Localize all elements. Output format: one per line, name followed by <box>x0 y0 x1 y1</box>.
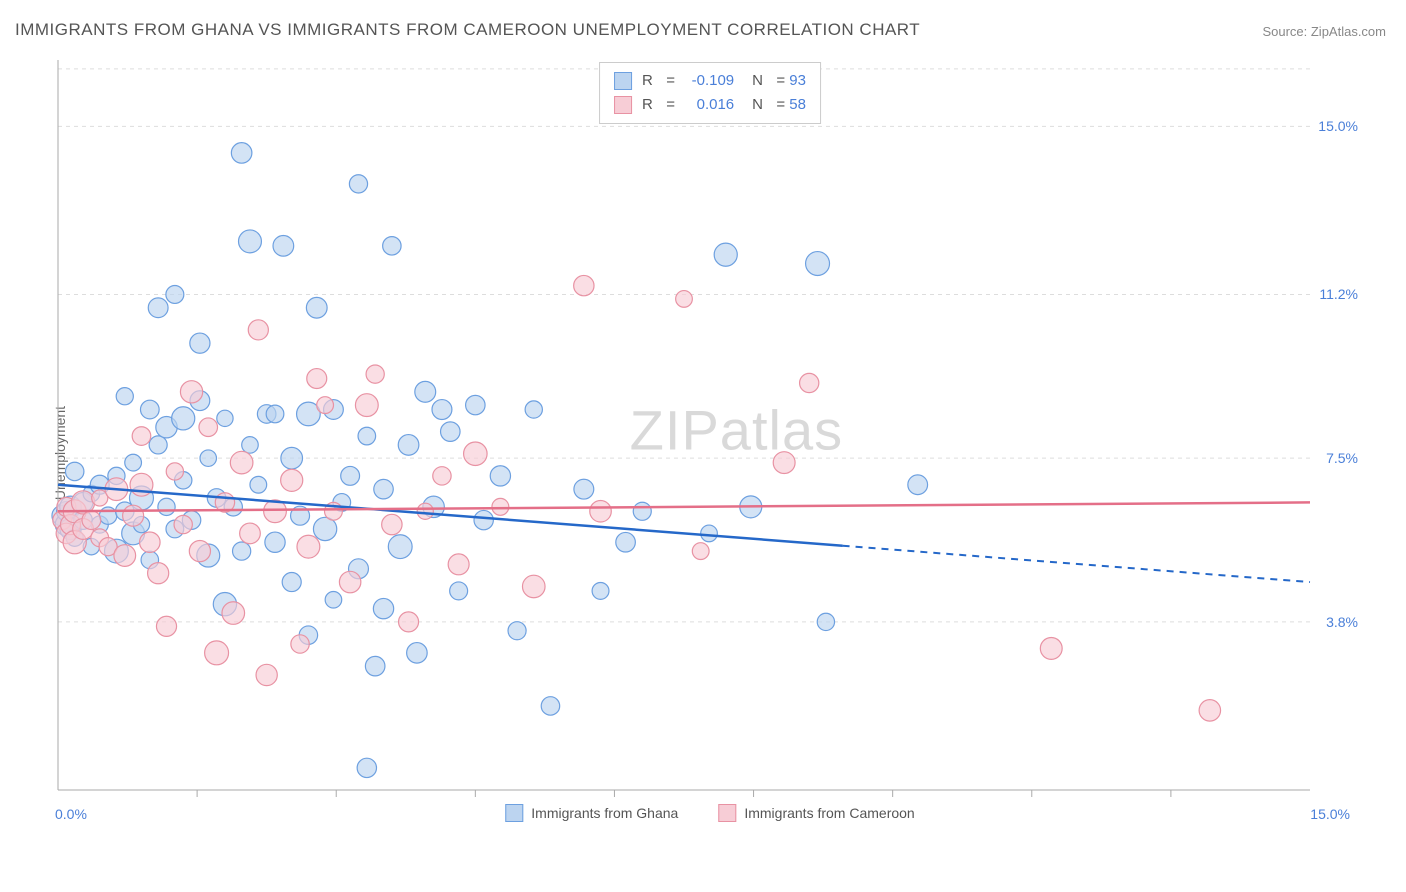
r-value-cameroon: 0.016 <box>679 93 734 117</box>
source-link[interactable]: ZipAtlas.com <box>1311 24 1386 39</box>
plot-area: Unemployment ZIPatlas R = -0.109N = 93 R… <box>50 60 1370 830</box>
scatter-chart <box>50 60 1370 830</box>
r-value-ghana: -0.109 <box>679 69 734 93</box>
swatch-cameroon-icon <box>718 804 736 822</box>
swatch-cameroon <box>614 96 632 114</box>
series-legend: Immigrants from Ghana Immigrants from Ca… <box>505 804 914 822</box>
legend-label-cameroon: Immigrants from Cameroon <box>744 805 914 821</box>
chart-title: IMMIGRANTS FROM GHANA VS IMMIGRANTS FROM… <box>15 20 920 40</box>
y-tick-label: 15.0% <box>1318 118 1358 134</box>
legend-item-ghana: Immigrants from Ghana <box>505 804 678 822</box>
source-label: Source: <box>1262 24 1310 39</box>
y-tick-label: 11.2% <box>1319 286 1358 302</box>
swatch-ghana <box>614 72 632 90</box>
correlation-legend: R = -0.109N = 93 R = 0.016N = 58 <box>599 62 821 124</box>
x-axis-min-label: 0.0% <box>55 806 87 822</box>
legend-label-ghana: Immigrants from Ghana <box>531 805 678 821</box>
n-value-ghana: 93 <box>789 72 806 89</box>
source-attribution: Source: ZipAtlas.com <box>1262 24 1386 39</box>
x-axis-max-label: 15.0% <box>1310 806 1350 822</box>
swatch-ghana-icon <box>505 804 523 822</box>
legend-row-cameroon: R = 0.016N = 58 <box>614 93 806 117</box>
legend-row-ghana: R = -0.109N = 93 <box>614 69 806 93</box>
n-value-cameroon: 58 <box>789 96 806 113</box>
legend-item-cameroon: Immigrants from Cameroon <box>718 804 914 822</box>
y-tick-label: 3.8% <box>1326 614 1358 630</box>
y-tick-label: 7.5% <box>1326 450 1358 466</box>
